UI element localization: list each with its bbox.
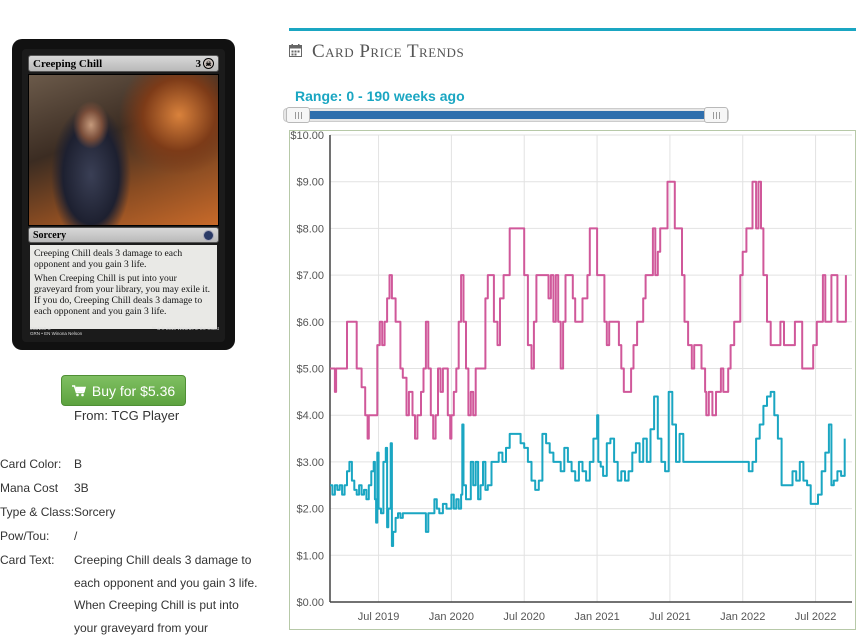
y-tick-label: $7.00 [296, 270, 324, 282]
x-tick-label: Jul 2022 [795, 611, 837, 623]
detail-value: 3B [74, 481, 89, 495]
buy-source: From: TCG Player [74, 408, 180, 423]
detail-label: Card Color: [0, 457, 62, 471]
y-tick-label: $9.00 [296, 177, 324, 189]
card-artist: Winona Nelson [51, 331, 83, 336]
card-frame: Creeping Chill 3 ☠ Sorcery Creeping Chil… [22, 49, 225, 342]
range-label: Range: 0 - 190 weeks ago [295, 88, 465, 104]
trends-title: Card Price Trends [312, 41, 465, 62]
card-title-bar: Creeping Chill 3 ☠ [28, 55, 219, 72]
detail-value: / [74, 529, 78, 543]
range-slider[interactable] [283, 107, 729, 123]
detail-row-type: Type & Class: Sorcery [0, 500, 260, 524]
card-art [28, 74, 219, 226]
card-type-bar: Sorcery [28, 227, 219, 243]
card-rules-line: Creeping Chill deals 3 damage to each op… [34, 248, 183, 270]
section-divider [289, 28, 856, 31]
x-tick-label: Jan 2021 [574, 611, 619, 623]
y-tick-label: $5.00 [296, 364, 324, 376]
y-tick-label: $1.00 [296, 550, 324, 562]
card-copyright: ™ & © 2018 Wizards of the Coast [151, 326, 219, 331]
chart-frame [289, 130, 856, 630]
buy-button[interactable]: Buy for $5.36 [61, 375, 186, 406]
card-rules-text: Creeping Chill deals 3 damage to each op… [30, 245, 217, 329]
card-image: Creeping Chill 3 ☠ Sorcery Creeping Chil… [12, 39, 235, 350]
y-tick-label: $0.00 [296, 597, 324, 609]
card-details: Card Color: B Mana Cost 3B Type & Class:… [0, 452, 260, 635]
detail-value: Sorcery [74, 505, 116, 519]
range-slider-handle-end[interactable] [704, 107, 728, 123]
detail-label: Type & Class: [0, 505, 75, 519]
card-type-line: Sorcery [33, 229, 67, 241]
y-tick-label: $4.00 [296, 410, 324, 422]
price-chart-svg: $0.00 $1.00 $2.00 $3.00 $4.00 $5.00 $6.00 $7.00… [289, 130, 856, 630]
black-mana-symbol-icon: ☠ [203, 58, 214, 69]
calendar-icon [289, 41, 302, 63]
y-tick-label: $3.00 [296, 457, 324, 469]
range-slider-fill [296, 111, 716, 119]
x-tick-label: Jan 2020 [429, 611, 474, 623]
detail-row-pow-tou: Pow/Tou: / [0, 524, 260, 548]
trends-header: Card Price Trends [289, 40, 464, 64]
card-collector-info: 066/259 U [30, 326, 51, 331]
range-slider-handle-start[interactable] [286, 107, 310, 123]
card-set-info: GRN • EN [30, 331, 51, 336]
detail-value: Creeping Chill deals 3 damage to each op… [74, 553, 258, 635]
detail-label: Card Text: [0, 553, 55, 567]
price-series-line-1 [330, 390, 846, 547]
mana-generic: 3 [195, 57, 202, 70]
grip-icon [712, 111, 720, 119]
x-tick-label: Jan 2022 [720, 611, 765, 623]
card-mana-cost: 3 ☠ [195, 57, 214, 70]
shopping-cart-icon [71, 384, 86, 397]
y-tick-label: $10.00 [290, 130, 324, 142]
detail-row-color: Card Color: B [0, 452, 260, 476]
price-series-line-0 [330, 180, 847, 440]
grip-icon [294, 111, 302, 119]
y-tick-label: $8.00 [296, 223, 324, 235]
detail-row-card-text: Card Text: Creeping Chill deals 3 damage… [0, 548, 260, 635]
card-footer: 066/259 U GRN • EN Winona Nelson ™ & © 2… [30, 326, 219, 340]
detail-label: Pow/Tou: [0, 529, 50, 543]
x-tick-label: Jul 2019 [358, 611, 400, 623]
card-name: Creeping Chill [33, 57, 103, 70]
detail-row-mana-cost: Mana Cost 3B [0, 476, 260, 500]
card-rules-line: When Creeping Chill is put into your gra… [34, 273, 211, 317]
set-symbol-icon [203, 229, 214, 241]
y-tick-label: $2.00 [296, 504, 324, 516]
buy-button-label: Buy for $5.36 [91, 382, 176, 399]
y-tick-label: $6.00 [296, 317, 324, 329]
x-tick-label: Jul 2021 [649, 611, 691, 623]
x-tick-label: Jul 2020 [503, 611, 545, 623]
detail-value: B [74, 457, 83, 471]
detail-label: Mana Cost [0, 481, 59, 495]
price-chart: $0.00 $1.00 $2.00 $3.00 $4.00 $5.00 $6.00 $7.00… [289, 130, 856, 630]
